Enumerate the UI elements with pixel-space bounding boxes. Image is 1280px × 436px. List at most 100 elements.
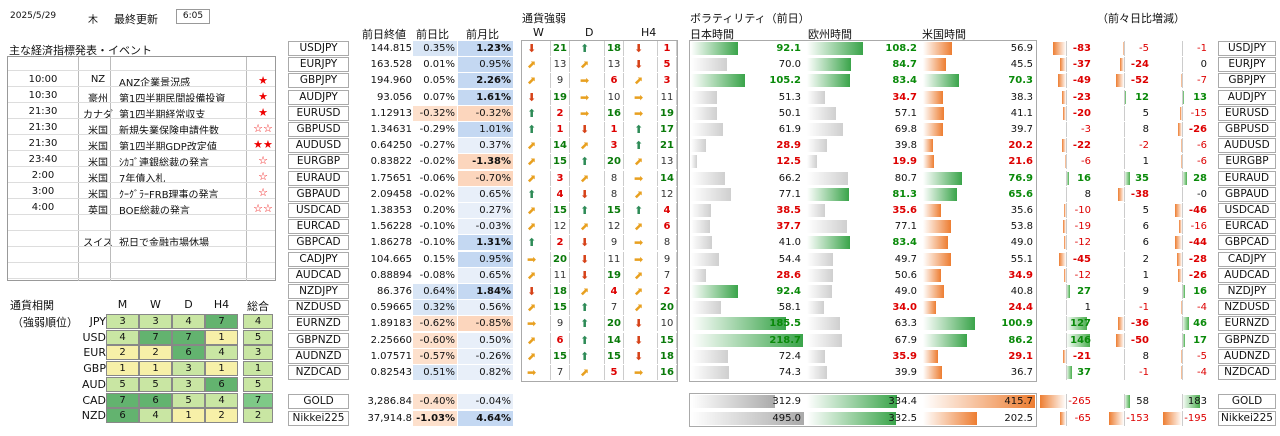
arrow-right-icon: ➡ — [527, 252, 537, 266]
volatility-bar — [923, 220, 951, 234]
day-change: 0.64% — [413, 284, 457, 299]
volatility-bar — [691, 139, 706, 153]
volatility-bar — [923, 187, 957, 201]
event-country: NZ — [90, 74, 106, 85]
day-change: -0.60% — [413, 332, 457, 348]
change-value: 37 — [1077, 367, 1091, 378]
pair-name-right: EURCAD — [1218, 219, 1276, 235]
change-value: -83 — [1072, 43, 1091, 54]
volatility-bar — [691, 395, 775, 408]
pair-name: Nikkei225 — [288, 410, 349, 426]
pair-name-right: AUDUSD — [1218, 138, 1276, 154]
change-value: -1 — [1197, 43, 1207, 54]
change-zero-line — [1182, 138, 1183, 154]
volatility-value: 84.7 — [892, 59, 917, 71]
volatility-value: 40.8 — [1010, 286, 1033, 297]
change-zero-line — [1066, 203, 1067, 218]
prev-close: 144.815 — [370, 43, 412, 54]
change-bar — [1066, 317, 1087, 331]
arrow-right-icon: ➡ — [527, 317, 537, 331]
change-zero-line — [1182, 235, 1183, 251]
pair-name: EURAUD — [288, 170, 349, 186]
change-zero-line — [1182, 348, 1183, 364]
pair-name: CADJPY — [288, 251, 349, 267]
strength-rank-cell: 2 — [243, 408, 273, 424]
event-stars: ★★ — [253, 138, 273, 151]
arrow-upright-icon: ⬈ — [527, 268, 537, 282]
strength-rank: 12 — [657, 186, 677, 202]
volatility-value: 83.4 — [892, 237, 917, 249]
change-zero-line — [1182, 251, 1183, 267]
month-change: -0.03% — [458, 219, 513, 235]
change-value: 8 — [1142, 350, 1149, 362]
arrow-upright-icon: ⬈ — [527, 74, 537, 88]
pair-name: AUDUSD — [288, 138, 349, 154]
strength-rank-cell: 4 — [106, 329, 139, 345]
change-zero-line — [1182, 284, 1183, 299]
strength-col-header: 総合 — [247, 300, 269, 313]
volatility-frame — [689, 40, 1037, 382]
pair-name: AUDNZD — [288, 348, 349, 364]
volatility-value: 332.5 — [888, 412, 917, 424]
strength-rank: 15 — [604, 203, 624, 218]
change-zero-line — [1124, 235, 1125, 251]
volatility-bar — [691, 42, 738, 55]
event-row: 23:40 米国 ｼｶｺﾞ連銀総裁の発言 ☆ — [8, 152, 275, 169]
volatility-value: 83.4 — [892, 75, 917, 87]
strength-rank-cell: 4 — [205, 392, 238, 408]
pair-name-right: EURUSD — [1218, 105, 1276, 121]
strength-rank: 11 — [550, 267, 570, 283]
arrow-up-icon: ⬆ — [580, 301, 590, 315]
volatility-value: 37.7 — [776, 221, 801, 233]
month-change: -0.85% — [458, 316, 513, 332]
day-change: 0.15% — [413, 251, 457, 267]
volatility-session-header: 日本時間 — [690, 28, 734, 41]
volatility-bar — [923, 106, 944, 120]
change-bar — [1180, 106, 1182, 120]
volatility-bar — [923, 268, 941, 282]
strength-col-header: D — [585, 26, 594, 39]
change-bar — [1058, 74, 1066, 88]
change-zero-line — [1066, 122, 1067, 137]
arrow-upright-icon: ⬈ — [527, 171, 537, 185]
events-divider — [110, 57, 111, 281]
volatility-bar — [923, 139, 933, 153]
change-value: 0 — [1200, 59, 1207, 71]
change-zero-line — [1124, 73, 1125, 89]
change-zero-line — [1182, 332, 1183, 348]
strength-rank-cell: 3 — [106, 314, 139, 329]
strength-rank: 15 — [550, 154, 570, 170]
change-zero-line — [1124, 410, 1125, 426]
change-value: -1 — [1139, 302, 1149, 314]
strength-rank: 5 — [657, 57, 677, 73]
events-row-line — [8, 70, 275, 71]
arrow-upright-icon: ⬈ — [580, 171, 590, 185]
event-stars: ☆ — [258, 154, 268, 167]
day-change: 0.01% — [413, 57, 457, 73]
events-row-line — [8, 134, 275, 135]
arrow-down-icon: ⬇ — [634, 58, 644, 72]
volatility-bar — [691, 252, 719, 266]
pair-name-right: NZDUSD — [1218, 300, 1276, 316]
events-row-line — [8, 166, 275, 167]
arrow-right-icon: ➡ — [527, 366, 537, 379]
strength-rank: 1 — [657, 41, 677, 56]
volatility-value: 58.1 — [778, 302, 801, 314]
month-change: 2.26% — [458, 73, 513, 89]
day-change: -0.06% — [413, 170, 457, 186]
change-zero-line — [1182, 170, 1183, 186]
change-bar — [1066, 285, 1070, 298]
change-value: -6 — [1081, 156, 1091, 168]
change-bar — [1181, 74, 1182, 88]
change-value: -50 — [1130, 334, 1149, 346]
day-change: -0.27% — [413, 138, 457, 154]
pair-name-right: EURJPY — [1218, 57, 1276, 73]
volatility-value: 50.6 — [894, 269, 917, 281]
change-bar — [1062, 90, 1066, 104]
strength-rank: 12 — [550, 219, 570, 235]
volatility-bar — [923, 252, 951, 266]
volatility-value: 100.9 — [1001, 318, 1033, 330]
change-value: 1 — [1142, 269, 1149, 281]
events-row-line — [8, 182, 275, 183]
event-row: 21:30 カナダ 第1四半期経常収支 ★ — [8, 104, 275, 121]
